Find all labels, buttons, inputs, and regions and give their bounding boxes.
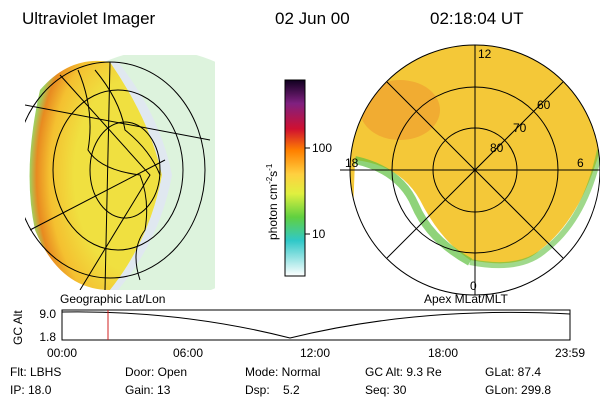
info-cell: GLon: 299.8 [485,383,551,397]
info-cell: IP: 18.0 [10,383,52,397]
timeline-x-label: 18:00 [428,346,458,360]
info-cell: Seq: 30 [365,383,407,397]
timeline-y-label: 1.8 [39,330,56,344]
right-panel-label: Apex MLat/MLT [424,292,508,306]
colorbar-tick: 100 [312,141,332,155]
mlt-label: 0 [470,279,477,293]
time: 02:18:04 UT [430,9,524,28]
info-table: Flt: LBHS Door: Open Mode: Normal GC Alt: 9… [10,365,551,397]
date: 02 Jun 00 [275,9,350,28]
header: Ultraviolet Imager 02 Jun 00 02:18:04 UT [22,9,524,28]
colorbar-tick: 10 [312,227,326,241]
lat-label: 80 [490,141,504,155]
lat-label: 70 [513,121,527,135]
timeline-x-label: 12:00 [300,346,330,360]
info-cell: Mode: Normal [245,365,320,379]
info-cell: Dsp: 5.2 [245,383,300,397]
mlt-label: 18 [345,156,359,170]
colorbar: 100 10 photon cm-2s-1 [265,79,332,277]
polar-image: 12 18 6 0 60 70 80 [340,44,600,296]
timeline-x-label: 06:00 [173,346,203,360]
mlt-label: 12 [478,47,492,61]
geographic-image [25,55,215,290]
info-cell: GC Alt: 9.3 Re [365,365,442,379]
lat-label: 60 [537,98,551,112]
timeline: GC Alt 9.0 1.8 00:00 06:00 12:00 18:00 2… [11,307,585,360]
info-cell: Flt: LBHS [10,365,61,379]
timeline-y-label: 9.0 [39,307,56,321]
mlt-label: 6 [577,156,584,170]
title: Ultraviolet Imager [22,9,156,28]
info-cell: Gain: 13 [125,383,171,397]
timeline-axis-label: GC Alt [11,310,25,345]
timeline-x-label: 23:59 [555,346,585,360]
timeline-x-label: 00:00 [47,346,77,360]
info-cell: Door: Open [125,365,187,379]
colorbar-label: photon cm-2s-1 [265,163,280,240]
left-panel-label: Geographic Lat/Lon [60,292,165,306]
info-cell: GLat: 87.4 [485,365,541,379]
